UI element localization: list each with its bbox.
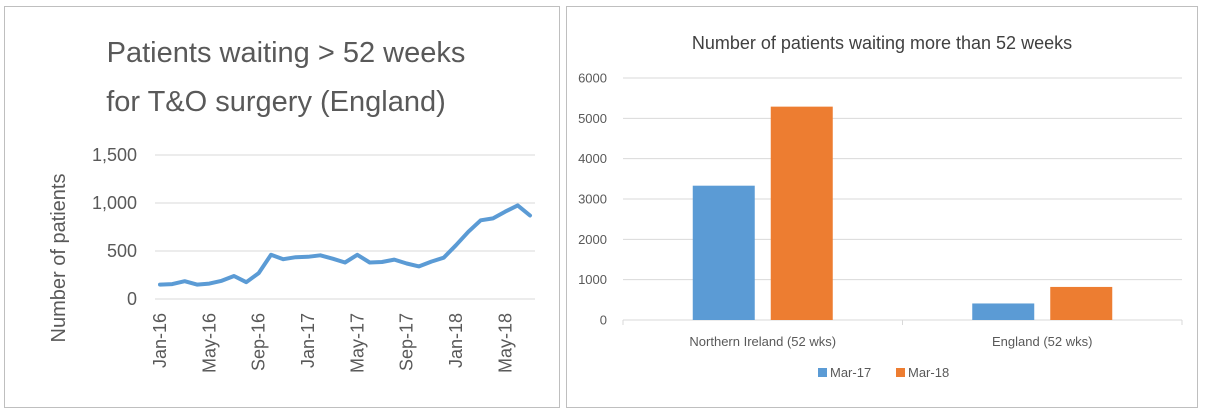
bar-chart-y-tick-label: 5000 bbox=[578, 111, 607, 126]
line-chart-x-tick-label: May-16 bbox=[199, 313, 219, 373]
bar-chart-y-tick-label: 3000 bbox=[578, 192, 607, 207]
bar-chart-y-tick-label: 0 bbox=[600, 313, 607, 328]
line-chart-y-tick-label: 1,500 bbox=[92, 145, 137, 165]
line-chart-x-tick-label: Jan-17 bbox=[298, 313, 318, 368]
bar-mar-17-england bbox=[972, 303, 1035, 320]
line-chart-series-line bbox=[158, 203, 532, 287]
line-chart-y-axis-label: Number of patients bbox=[48, 174, 70, 343]
line-chart-y-tick-label: 0 bbox=[127, 289, 137, 309]
legend-swatch-mar-17 bbox=[818, 368, 827, 377]
line-chart-title-line-1: Patients waiting > 52 weeks bbox=[107, 37, 466, 69]
bar-mar-18-northern-ireland bbox=[770, 106, 833, 321]
bar-chart-y-tick-label: 1000 bbox=[578, 272, 607, 287]
line-chart-x-tick-label: May-18 bbox=[495, 313, 515, 373]
legend-swatch-mar-18 bbox=[896, 368, 905, 377]
legend-label-mar-17: Mar-17 bbox=[830, 365, 871, 380]
line-chart-x-tick-label: May-17 bbox=[347, 313, 367, 373]
bar-mar-18-england bbox=[1050, 286, 1113, 320]
bar-chart-y-tick-label: 2000 bbox=[578, 232, 607, 247]
line-chart: Patients waiting > 52 weeks for T&O surg… bbox=[48, 37, 535, 373]
line-chart-title-line-2: for T&O surgery (England) bbox=[106, 86, 446, 118]
bar-chart-category-label: Northern Ireland (52 wks) bbox=[689, 334, 836, 349]
line-chart-x-tick-label: Sep-16 bbox=[249, 313, 269, 371]
line-chart-x-tick-label: Jan-16 bbox=[150, 313, 170, 368]
bar-chart-panel: Number of patients waiting more than 52 … bbox=[566, 6, 1198, 408]
bar-chart: Number of patients waiting more than 52 … bbox=[578, 33, 1183, 380]
bar-chart-category-label: England (52 wks) bbox=[992, 334, 1092, 349]
line-chart-x-tick-label: Sep-17 bbox=[397, 313, 417, 371]
bar-chart-title: Number of patients waiting more than 52 … bbox=[692, 33, 1072, 53]
line-chart-y-tick-label: 1,000 bbox=[92, 193, 137, 213]
legend-label-mar-18: Mar-18 bbox=[908, 365, 949, 380]
bar-chart-y-tick-label: 6000 bbox=[578, 71, 607, 86]
bar-chart-y-tick-label: 4000 bbox=[578, 151, 607, 166]
line-chart-y-tick-label: 500 bbox=[107, 241, 137, 261]
bar-mar-17-northern-ireland bbox=[692, 185, 755, 320]
line-chart-x-tick-label: Jan-18 bbox=[446, 313, 466, 368]
line-chart-panel: Patients waiting > 52 weeks for T&O surg… bbox=[4, 6, 560, 408]
